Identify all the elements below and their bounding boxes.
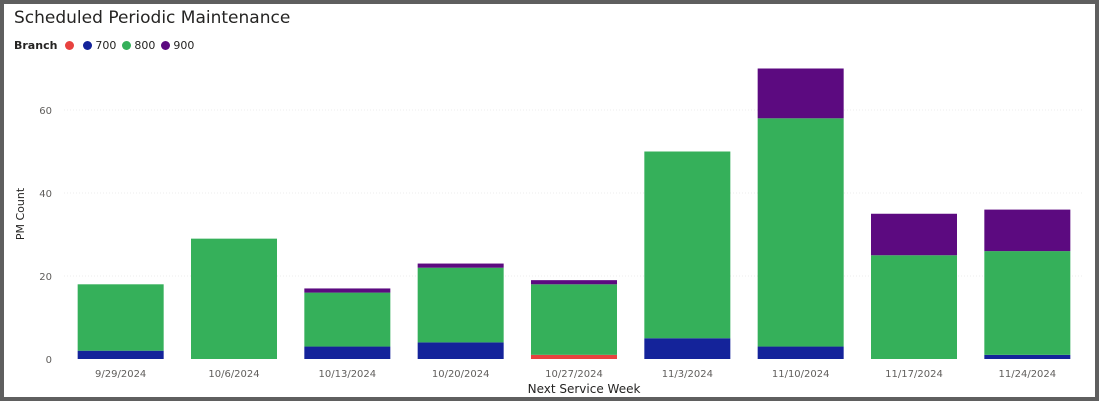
x-tick-label: 10/13/2024 [319,369,377,380]
bar-segment-2-2[interactable] [304,292,391,347]
bar-segment-6-1[interactable] [757,346,844,359]
x-tick-label: 9/29/2024 [95,369,146,380]
legend: Branch 700 800 900 [14,39,200,52]
legend-item-2[interactable]: 800 [122,39,155,52]
x-tick-label: 10/27/2024 [545,369,603,380]
y-tick-label: 20 [39,272,52,283]
bar-segment-3-1[interactable] [417,342,504,359]
stacked-bar-chart: 0 20 40 60 9/29/2024 10/6/2024 10/13/2024 10/2… [14,68,1084,396]
bar-segment-4-3[interactable] [531,280,617,285]
bar-segment-4-0[interactable] [531,354,617,359]
legend-dot-0 [65,41,75,50]
chart-card: Scheduled Periodic Maintenance Branch 70… [4,4,1095,397]
legend-title: Branch [14,39,58,52]
legend-item-0[interactable] [65,41,77,50]
bar-segment-0-1[interactable] [77,350,164,359]
bar-segment-2-3[interactable] [304,288,391,293]
legend-dot-2 [122,41,132,50]
bar-segment-3-3[interactable] [417,263,504,268]
legend-item-1[interactable]: 700 [83,39,116,52]
x-axis-label: Next Service Week [528,382,641,396]
legend-dot-3 [161,41,171,50]
bar-segment-8-2[interactable] [984,251,1071,355]
y-axis-ticks: 0 20 40 60 [39,106,52,366]
bar-segment-5-2[interactable] [644,151,731,339]
chart-title: Scheduled Periodic Maintenance [14,8,291,28]
y-tick-label: 60 [39,106,52,117]
legend-item-3[interactable]: 900 [161,39,194,52]
bars [77,68,1071,359]
x-tick-label: 10/20/2024 [432,369,490,380]
legend-dot-1 [83,41,93,50]
bar-segment-6-2[interactable] [757,118,844,347]
legend-label-3: 900 [173,39,195,52]
bar-segment-7-2[interactable] [871,255,957,359]
x-tick-label: 11/3/2024 [662,369,713,380]
bar-segment-3-2[interactable] [417,267,504,343]
bar-segment-4-2[interactable] [531,284,617,355]
x-tick-label: 11/24/2024 [999,369,1057,380]
bar-segment-6-3[interactable] [757,68,844,119]
legend-label-1: 700 [95,39,117,52]
bar-segment-7-3[interactable] [871,213,957,256]
x-tick-label: 11/10/2024 [772,369,830,380]
x-tick-label: 10/6/2024 [208,369,259,380]
x-tick-label: 11/17/2024 [885,369,943,380]
bar-segment-2-1[interactable] [304,346,391,359]
legend-label-2: 800 [134,39,156,52]
bar-segment-8-3[interactable] [984,209,1071,252]
bar-segment-1-2[interactable] [191,238,277,359]
bar-segment-0-2[interactable] [77,284,164,351]
y-axis-label: PM Count [14,187,27,240]
bar-segment-8-1[interactable] [984,354,1071,359]
bar-segment-5-1[interactable] [644,338,731,359]
y-tick-label: 0 [46,355,52,366]
x-axis-ticks: 9/29/2024 10/6/2024 10/13/2024 10/20/2024 10… [95,369,1056,380]
y-tick-label: 40 [39,189,52,200]
